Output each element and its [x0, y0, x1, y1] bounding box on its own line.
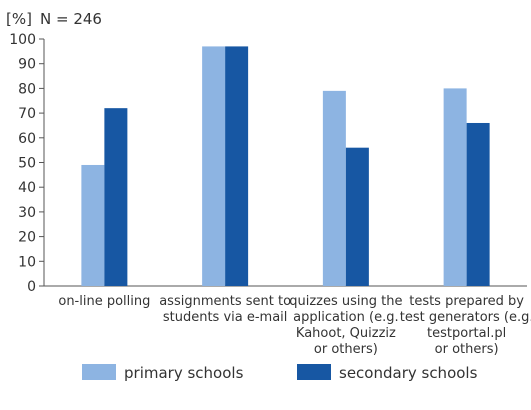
y-tick-label: 10	[18, 254, 36, 270]
y-tick-label: 90	[18, 57, 36, 73]
y-tick-label: 80	[18, 81, 36, 97]
bars	[81, 46, 490, 287]
y-tick-label: 100	[9, 32, 36, 48]
category-label: on-line polling	[58, 294, 150, 309]
category-label-line: Kahoot, Quizziz	[296, 326, 396, 341]
legend-label-secondary-schools: secondary schools	[339, 364, 478, 382]
category-label-line: students via e-mail	[163, 310, 288, 325]
category-label-line: assignments sent to	[159, 294, 291, 309]
category-label-line: or others)	[314, 342, 378, 357]
legend-swatch-secondary-schools	[297, 364, 331, 380]
y-tick-label: 0	[27, 279, 36, 295]
legend-swatch-primary-schools	[82, 364, 116, 380]
bar-primary-schools-1	[81, 164, 105, 286]
legend-label-primary-schools: primary schools	[124, 364, 244, 382]
category-label-line: or others)	[435, 342, 499, 357]
category-label: quizzes using the application (e.g. Kahoot…	[289, 294, 402, 357]
y-tick-label: 70	[18, 106, 36, 122]
bar-primary-schools-2	[202, 46, 226, 286]
category-label-line: quizzes using the	[289, 294, 402, 309]
category-label-line: application (e.g.	[293, 310, 398, 325]
category-label: tests prepared by test generators (e.g. te…	[400, 294, 531, 357]
bar-primary-schools-4	[443, 88, 467, 287]
y-axis: 0 10 20 30 40 50 60 70 80 90 100	[9, 32, 45, 295]
y-tick-label: 60	[18, 131, 36, 147]
bar-secondary-schools-1	[104, 108, 128, 286]
category-labels: on-line polling assignments sent to studen…	[58, 294, 531, 357]
y-tick-label: 40	[18, 180, 36, 196]
category-label-line: test generators (e.g.	[400, 310, 531, 325]
bar-secondary-schools-4	[466, 122, 490, 286]
y-tick-label: 50	[18, 156, 36, 172]
category-label-line: tests prepared by	[409, 294, 524, 309]
y-tick-label: 30	[18, 205, 36, 221]
category-label: assignments sent to students via e-mail	[159, 294, 291, 325]
bar-secondary-schools-3	[345, 147, 369, 286]
legend: primary schools secondary schools	[82, 364, 478, 382]
bar-primary-schools-3	[322, 90, 346, 287]
sample-size-note: N = 246	[40, 10, 102, 28]
category-label-line: testportal.pl	[427, 326, 506, 341]
y-tick-label: 20	[18, 230, 36, 246]
bar-secondary-schools-2	[225, 46, 249, 286]
category-label-line: on-line polling	[58, 294, 150, 309]
y-unit-label: [%]	[6, 10, 32, 28]
